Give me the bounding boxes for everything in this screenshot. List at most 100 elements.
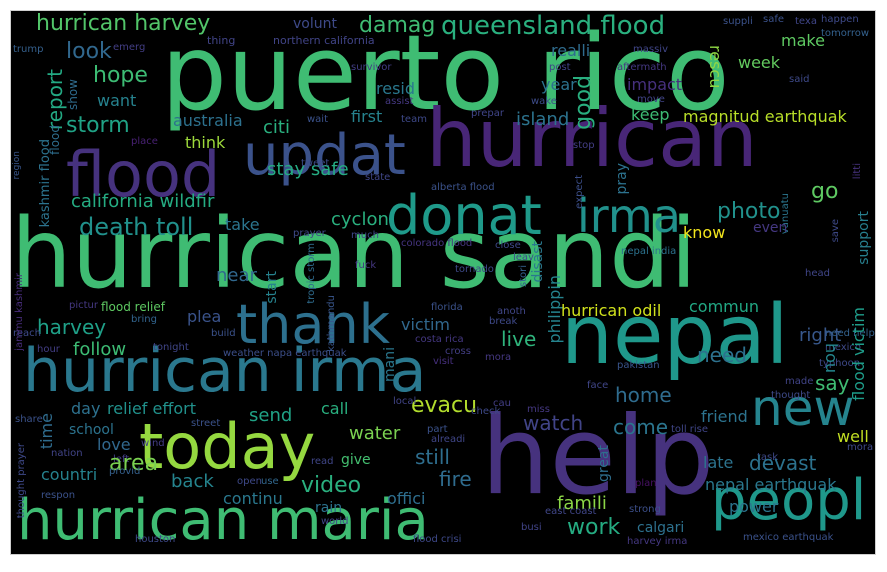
word-give: give (341, 452, 371, 468)
word-photo: photo (717, 199, 781, 224)
word-post: post (549, 62, 571, 73)
word-team: team (401, 114, 427, 125)
word-show: show (66, 79, 80, 111)
word-follow: follow (73, 339, 127, 360)
word-flood-crisi: flood crisi (413, 534, 462, 545)
word-offici: offici (387, 489, 426, 508)
word-island: island (516, 109, 570, 130)
word-hurrican-harvey: hurrican harvey (36, 11, 211, 36)
word-check: check (471, 406, 501, 417)
word-love: love (97, 435, 131, 454)
word-hurrican: hurrican (426, 92, 758, 185)
word-area: area (109, 451, 159, 476)
word-day: day (71, 399, 101, 418)
word-impact: impact (627, 75, 683, 94)
word-friend: friend (701, 407, 748, 426)
word-pictur: pictur (69, 300, 98, 311)
word-know: know (683, 223, 726, 242)
word-weather-napa-earthquak: weather napa earthquak (223, 348, 347, 359)
word-hou: hou (822, 343, 841, 374)
word-happen: happen (821, 14, 859, 25)
word-thank: thank (236, 293, 390, 356)
word-harvey-irma: harvey irma (627, 536, 688, 547)
word-much: much (351, 230, 379, 241)
word-water: water (349, 423, 401, 444)
word-tornado: tornado (455, 264, 494, 275)
word-pray: pray (614, 163, 630, 195)
word-bring: bring (131, 314, 157, 325)
word-well: well (837, 427, 869, 446)
word-costa-rica: costa rica (415, 334, 464, 345)
word-say: say (815, 371, 850, 395)
word-mexico: mexico (825, 342, 862, 353)
word-wait: wait (307, 114, 329, 125)
word-irma: irma (577, 189, 681, 243)
word-kathmandu: kathmandu (326, 295, 337, 352)
word-houston: houston (135, 534, 176, 545)
word-trump: trump (13, 44, 44, 55)
word-commun: commun (689, 297, 760, 316)
word-local: local (393, 396, 417, 407)
word-place: place (131, 136, 158, 147)
word-face: face (587, 380, 609, 391)
word-world: world (321, 516, 349, 527)
word-tonight: tonight (153, 342, 189, 353)
word-first: first (351, 107, 383, 126)
word-northern-california: northern california (273, 34, 375, 47)
word-close: close (495, 240, 521, 251)
word-nation: nation (51, 448, 83, 459)
word-help: help (481, 394, 715, 519)
word-storm: storm (66, 113, 130, 138)
word-busi: busi (521, 522, 542, 533)
word-citi: citi (263, 117, 290, 138)
word-expect: expect (574, 175, 585, 209)
word-read: read (311, 456, 334, 467)
word-tweet: tweet (301, 158, 330, 169)
word-nepal: nepal (561, 288, 789, 383)
word-mora: mora (485, 352, 512, 363)
word-report: report (43, 69, 67, 131)
word-devast: devast (749, 451, 817, 475)
word-tomorrow: tomorrow (821, 28, 870, 39)
word-typhoon: typhoon (819, 358, 861, 369)
word-go: go (811, 179, 839, 204)
word-live: live (501, 327, 537, 351)
word-come: come (613, 415, 669, 439)
word-mani: mani (382, 347, 398, 382)
word-flood: flood (66, 138, 221, 211)
word-famili: famili (557, 493, 607, 514)
word-suppli: suppli (723, 16, 753, 27)
word-mora-2: mora (847, 442, 874, 453)
word-save: save (830, 219, 841, 243)
word-take: take (225, 215, 260, 234)
word-florida: florida (431, 302, 463, 313)
word-think: think (185, 133, 226, 152)
word-miss: miss (527, 404, 550, 415)
word-litti: litti (852, 163, 863, 180)
word-alberta-flood: alberta flood (431, 182, 495, 193)
word-flood-victim: flood victim (849, 307, 868, 401)
word-make: make (781, 31, 825, 50)
word-break: break (489, 316, 518, 327)
word-support: support (856, 211, 872, 265)
word-victim: victim (401, 315, 451, 334)
word-week: week (738, 53, 781, 72)
word-stay-safe: stay safe (267, 159, 349, 180)
word-death-toll: death toll (79, 213, 194, 241)
word-right: right (799, 325, 842, 346)
word-nepal-earthquak: nepal earthquak (705, 475, 837, 494)
word-toll-rise: toll rise (671, 424, 709, 435)
word-stori: stori (518, 265, 529, 288)
word-countri: countri (41, 465, 98, 484)
word-australia: australia (173, 111, 243, 130)
word-late: late (703, 453, 734, 472)
word-realli: realli (551, 41, 591, 60)
word-relief-effort: relief effort (107, 399, 197, 418)
word-tropic-storm: tropic storm (306, 243, 317, 304)
word-want: want (97, 91, 137, 110)
word-updat: updat (243, 123, 406, 188)
word-hour: hour (37, 344, 60, 355)
word-colorado-flood: colorado flood (401, 238, 473, 249)
word-east-coast: east coast (545, 506, 597, 517)
word-rescu: rescu (706, 45, 725, 89)
